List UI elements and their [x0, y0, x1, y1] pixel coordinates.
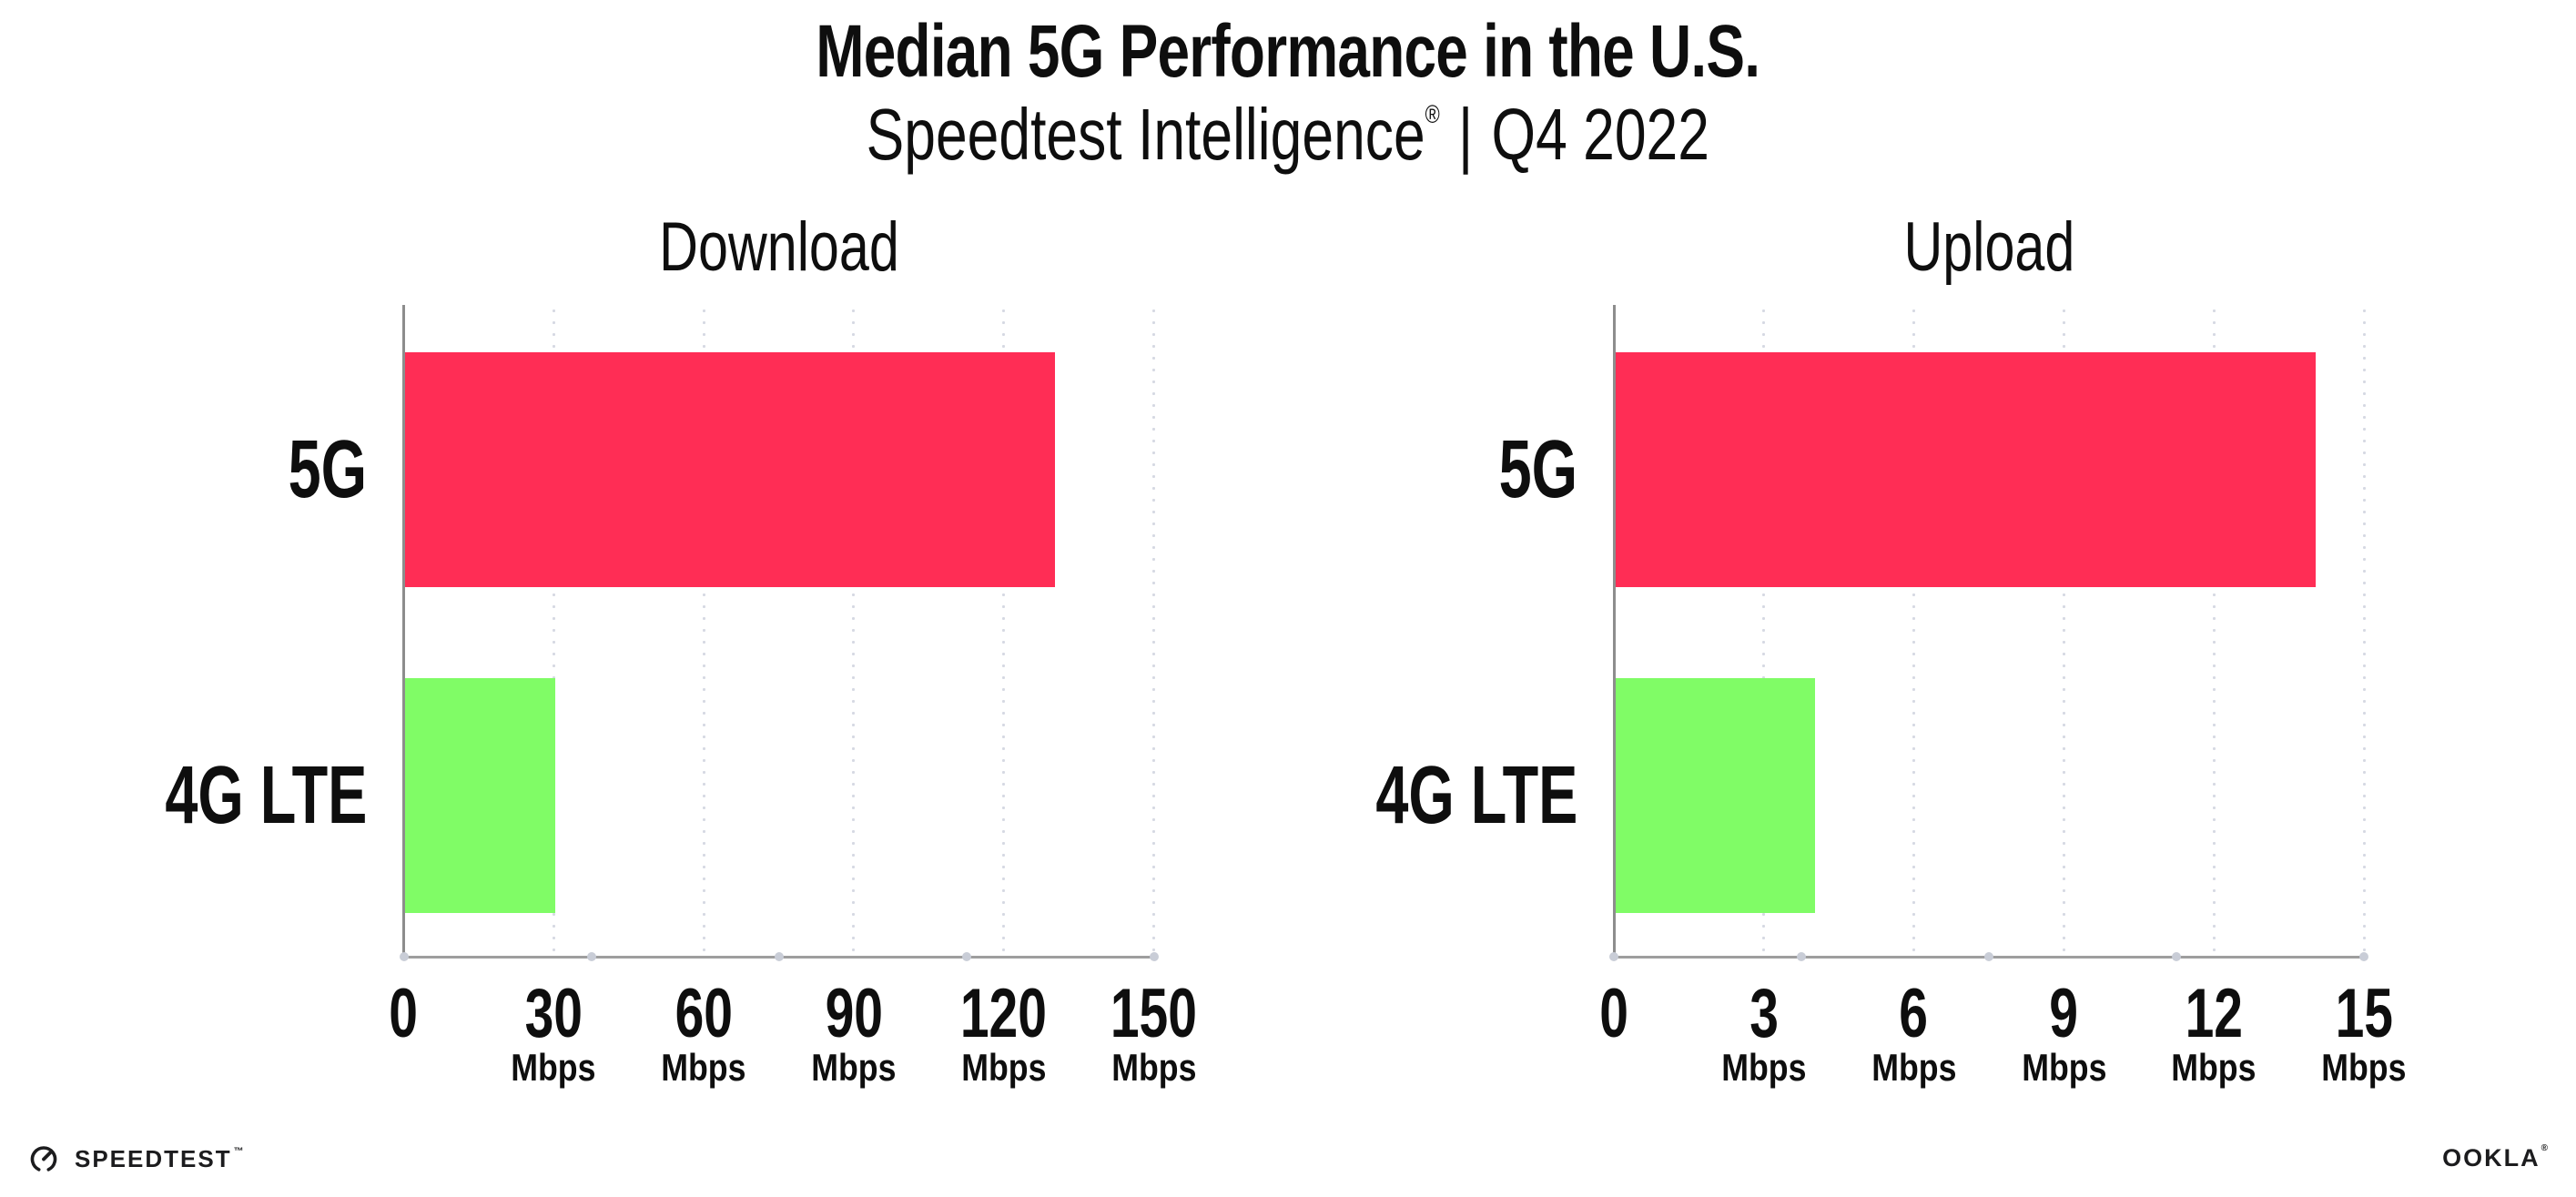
axis-end-dot [2359, 952, 2368, 961]
tick-unit-12: Mbps [2171, 1046, 2257, 1089]
gridline-60 [702, 305, 705, 958]
tick-unit-60: Mbps [661, 1046, 746, 1089]
registered-symbol: ® [2541, 1143, 2548, 1153]
category-label-5g: 5G [1498, 424, 1577, 515]
tick-label-3: 3 [1749, 975, 1779, 1052]
tick-unit-30: Mbps [511, 1046, 596, 1089]
subtitle-product: Speedtest Intelligence [866, 94, 1425, 175]
gridline-90 [852, 305, 856, 958]
gridline-6 [1912, 305, 1916, 958]
axis-end-dot [1984, 952, 1993, 961]
tick-unit-120: Mbps [961, 1046, 1047, 1089]
gridline-150 [1152, 305, 1155, 958]
gridline-15 [2362, 305, 2366, 958]
chart-title-upload: Upload [1903, 208, 2074, 286]
tick-label-90: 90 [825, 975, 883, 1052]
axis-end-dot [1149, 952, 1159, 961]
axis-end-dot [399, 952, 409, 961]
bar-5g [1615, 352, 2316, 587]
bar-5g [405, 352, 1056, 587]
tick-label-12: 12 [2185, 975, 2243, 1052]
axis-end-dot [586, 952, 596, 961]
bar-4g-lte [1615, 678, 1816, 913]
chart-title-download: Download [658, 208, 899, 286]
axis-end-dot [1797, 952, 1806, 961]
y-axis [1612, 305, 1616, 959]
tick-label-6: 6 [1899, 975, 1929, 1052]
page-title-text: Median 5G Performance in the U.S. [816, 10, 1761, 93]
tick-label-120: 120 [960, 975, 1048, 1052]
category-label-wrap-4g-lte: 4G LTE [0, 736, 367, 855]
gridline-3 [1762, 305, 1766, 958]
tick-label-60: 60 [674, 975, 733, 1052]
bar-4g-lte [405, 678, 555, 913]
tick-label-150: 150 [1110, 975, 1198, 1052]
y-axis [402, 305, 405, 959]
tick-unit-90: Mbps [811, 1046, 897, 1089]
page-title: Median 5G Performance in the U.S. [0, 9, 2576, 95]
subtitle-period: Q4 2022 [1491, 94, 1710, 175]
speedtest-wordmark: SPEEDTEST [75, 1144, 232, 1172]
gridline-30 [552, 305, 555, 958]
tick-unit-150: Mbps [1111, 1046, 1197, 1089]
tick-unit-3: Mbps [1721, 1046, 1807, 1089]
axis-end-dot [1609, 952, 1618, 961]
tick-label-0: 0 [389, 975, 419, 1052]
category-label-wrap-5g: 5G [0, 411, 367, 529]
category-label-wrap-5g: 5G [940, 411, 1577, 529]
ookla-logo: OOKLA ® [2442, 1138, 2548, 1178]
category-label-wrap-4g-lte: 4G LTE [940, 736, 1577, 855]
tick-label-0: 0 [1599, 975, 1628, 1052]
page-subtitle: Speedtest Intelligence® | Q4 2022 [0, 93, 2576, 177]
tick-unit-9: Mbps [2021, 1046, 2106, 1089]
speedtest-logo: SPEEDTEST ™ [27, 1135, 244, 1182]
axis-end-dot [2172, 952, 2181, 961]
axis-end-dot [774, 952, 784, 961]
category-label-5g: 5G [288, 424, 367, 515]
registered-mark: ® [1425, 100, 1440, 128]
gridline-120 [1002, 305, 1006, 958]
category-label-4g-lte: 4G LTE [164, 750, 367, 841]
tick-unit-6: Mbps [1871, 1046, 1957, 1089]
trademark-symbol: ™ [233, 1146, 244, 1157]
category-label-4g-lte: 4G LTE [1374, 750, 1577, 841]
tick-label-15: 15 [2335, 975, 2393, 1052]
tick-label-30: 30 [524, 975, 583, 1052]
axis-end-dot [961, 952, 971, 961]
gridline-9 [2062, 305, 2065, 958]
speedtest-gauge-icon [30, 1146, 57, 1172]
gridline-12 [2212, 305, 2216, 958]
subtitle-separator: | [1458, 94, 1474, 175]
tick-unit-15: Mbps [2321, 1046, 2407, 1089]
tick-label-9: 9 [2049, 975, 2079, 1052]
ookla-wordmark: OOKLA [2442, 1144, 2541, 1172]
